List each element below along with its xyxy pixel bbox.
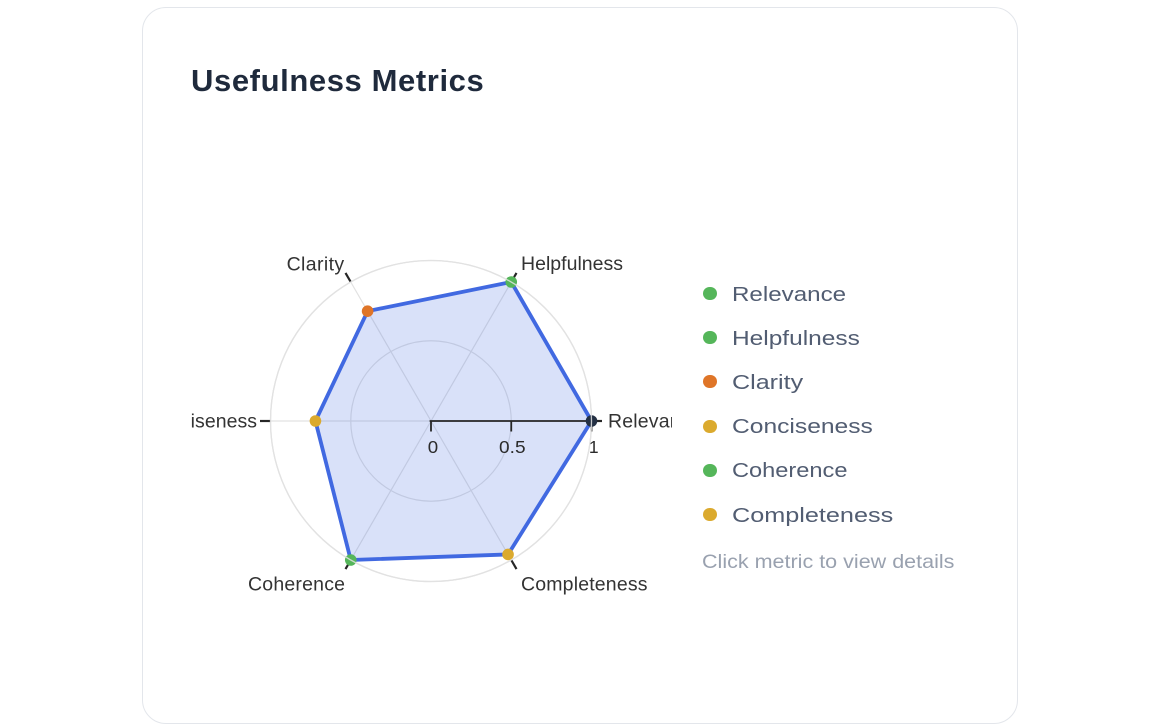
svg-text:0: 0 — [428, 437, 439, 457]
svg-text:Conciseness: Conciseness — [191, 410, 257, 432]
svg-text:Relevance: Relevance — [608, 411, 672, 433]
svg-text:Coherence: Coherence — [248, 574, 345, 596]
svg-text:0.5: 0.5 — [499, 437, 526, 457]
svg-text:Helpfulness: Helpfulness — [521, 253, 623, 275]
svg-text:Clarity: Clarity — [287, 254, 345, 276]
svg-text:Completeness: Completeness — [521, 574, 648, 596]
svg-text:1: 1 — [589, 437, 599, 457]
